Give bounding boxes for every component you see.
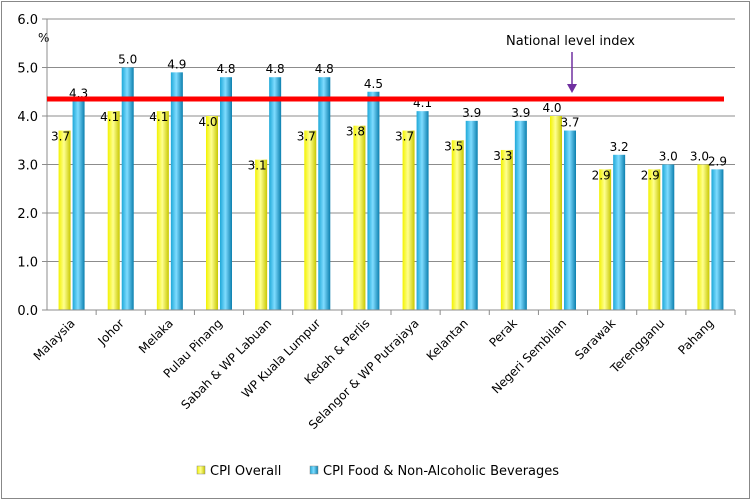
bar-overall: [697, 164, 710, 310]
data-label: 2.9: [592, 168, 611, 182]
x-tick-label: Sarawak: [572, 316, 618, 362]
arrow-head-icon: [567, 84, 577, 93]
y-tick-label: 5.0: [17, 62, 38, 77]
y-tick-label: 3.0: [17, 159, 38, 174]
y-axis-label: %: [38, 31, 49, 45]
bar-food: [465, 120, 478, 310]
bar-food: [72, 101, 85, 310]
bar-food: [367, 91, 380, 310]
bar-overall: [648, 169, 661, 310]
x-tick-label: Perak: [486, 316, 520, 350]
bar-food: [613, 154, 626, 310]
bar-overall: [500, 149, 513, 310]
legend-swatch: [196, 465, 206, 475]
bar-overall: [206, 116, 218, 310]
data-label: 3.9: [462, 106, 481, 120]
bar-overall: [402, 130, 415, 310]
x-tick-label: Johor: [94, 316, 126, 348]
data-label: 4.1: [100, 110, 119, 124]
data-label: 4.1: [149, 110, 168, 124]
data-label: 4.8: [266, 62, 285, 76]
x-tick-label: Malaysia: [31, 316, 78, 363]
data-label: 4.5: [364, 77, 383, 91]
x-tick-label: Kelantan: [424, 316, 471, 363]
y-tick-label: 0.0: [17, 304, 38, 319]
x-tick-label: Melaka: [136, 316, 176, 356]
bar-food: [269, 77, 282, 310]
data-label: 3.8: [346, 125, 365, 139]
bar-overall: [58, 130, 71, 310]
data-label: 4.0: [542, 101, 561, 115]
data-label: 3.3: [493, 149, 512, 163]
y-tick-label: 4.0: [17, 110, 38, 125]
legend-label: CPI Overall: [210, 464, 281, 479]
data-label: 4.8: [216, 62, 235, 76]
data-label: 3.7: [51, 130, 70, 144]
bar-food: [416, 111, 429, 311]
bar-food: [121, 67, 134, 310]
x-tick-label: Pahang: [675, 316, 716, 357]
bar-food: [170, 72, 183, 310]
data-label: 3.7: [395, 130, 414, 144]
x-tick-label: Sabah & WP Labuan: [178, 316, 274, 412]
data-label: 2.9: [641, 168, 660, 182]
bar-overall: [451, 140, 464, 310]
data-label: 5.0: [118, 53, 137, 67]
bar-overall: [107, 111, 120, 311]
bar-overall: [599, 169, 612, 310]
data-label: 3.7: [297, 130, 316, 144]
bar-overall: [156, 111, 169, 311]
bar-overall: [304, 130, 317, 310]
data-label: 4.8: [315, 62, 334, 76]
data-label: 2.9: [708, 154, 727, 168]
bar-food: [318, 77, 331, 310]
data-label: 3.5: [444, 139, 463, 153]
y-tick-label: 6.0: [17, 13, 38, 28]
data-label: 4.0: [198, 115, 217, 129]
bar-food: [220, 77, 232, 310]
bar-food: [564, 130, 576, 310]
y-tick-label: 2.0: [17, 207, 38, 222]
data-label: 3.0: [659, 150, 678, 164]
y-tick-label: 1.0: [17, 256, 38, 271]
data-label: 3.7: [560, 116, 579, 130]
bar-food: [711, 169, 724, 310]
data-label: 3.9: [511, 106, 530, 120]
legend-swatch: [309, 465, 319, 475]
data-label: 3.2: [610, 140, 629, 154]
bar-food: [662, 164, 675, 310]
data-label: 4.9: [167, 57, 186, 71]
bar-food: [514, 120, 527, 310]
data-label: 3.1: [248, 159, 267, 173]
legend-label: CPI Food & Non-Alcoholic Beverages: [323, 464, 559, 479]
bar-overall: [255, 159, 268, 310]
bar-overall: [550, 116, 562, 310]
reference-line-label: National level index: [506, 34, 635, 49]
bar-overall: [353, 125, 366, 310]
data-label: 3.0: [690, 150, 709, 164]
